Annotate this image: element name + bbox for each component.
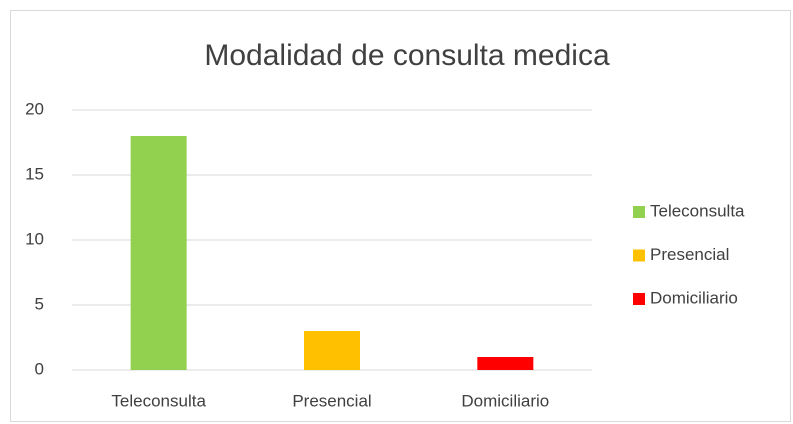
y-tick-label: 15 bbox=[25, 164, 44, 183]
legend-swatch bbox=[633, 249, 645, 262]
y-tick-label: 5 bbox=[35, 294, 44, 313]
x-tick-label: Teleconsulta bbox=[111, 391, 206, 410]
bar bbox=[477, 357, 534, 370]
y-tick-label: 10 bbox=[25, 229, 44, 248]
legend-label: Teleconsulta bbox=[650, 201, 745, 220]
y-tick-label: 0 bbox=[35, 359, 44, 378]
x-tick-label: Presencial bbox=[292, 391, 371, 410]
legend-swatch bbox=[633, 206, 645, 218]
chart-title: Modalidad de consulta medica bbox=[204, 39, 610, 72]
legend-label: Presencial bbox=[650, 245, 729, 264]
legend-swatch bbox=[633, 293, 645, 305]
x-tick-label: Domiciliario bbox=[461, 391, 549, 410]
bar bbox=[304, 331, 360, 370]
bar bbox=[130, 136, 187, 370]
y-tick-label: 20 bbox=[25, 99, 44, 118]
legend-label: Domiciliario bbox=[650, 288, 738, 307]
